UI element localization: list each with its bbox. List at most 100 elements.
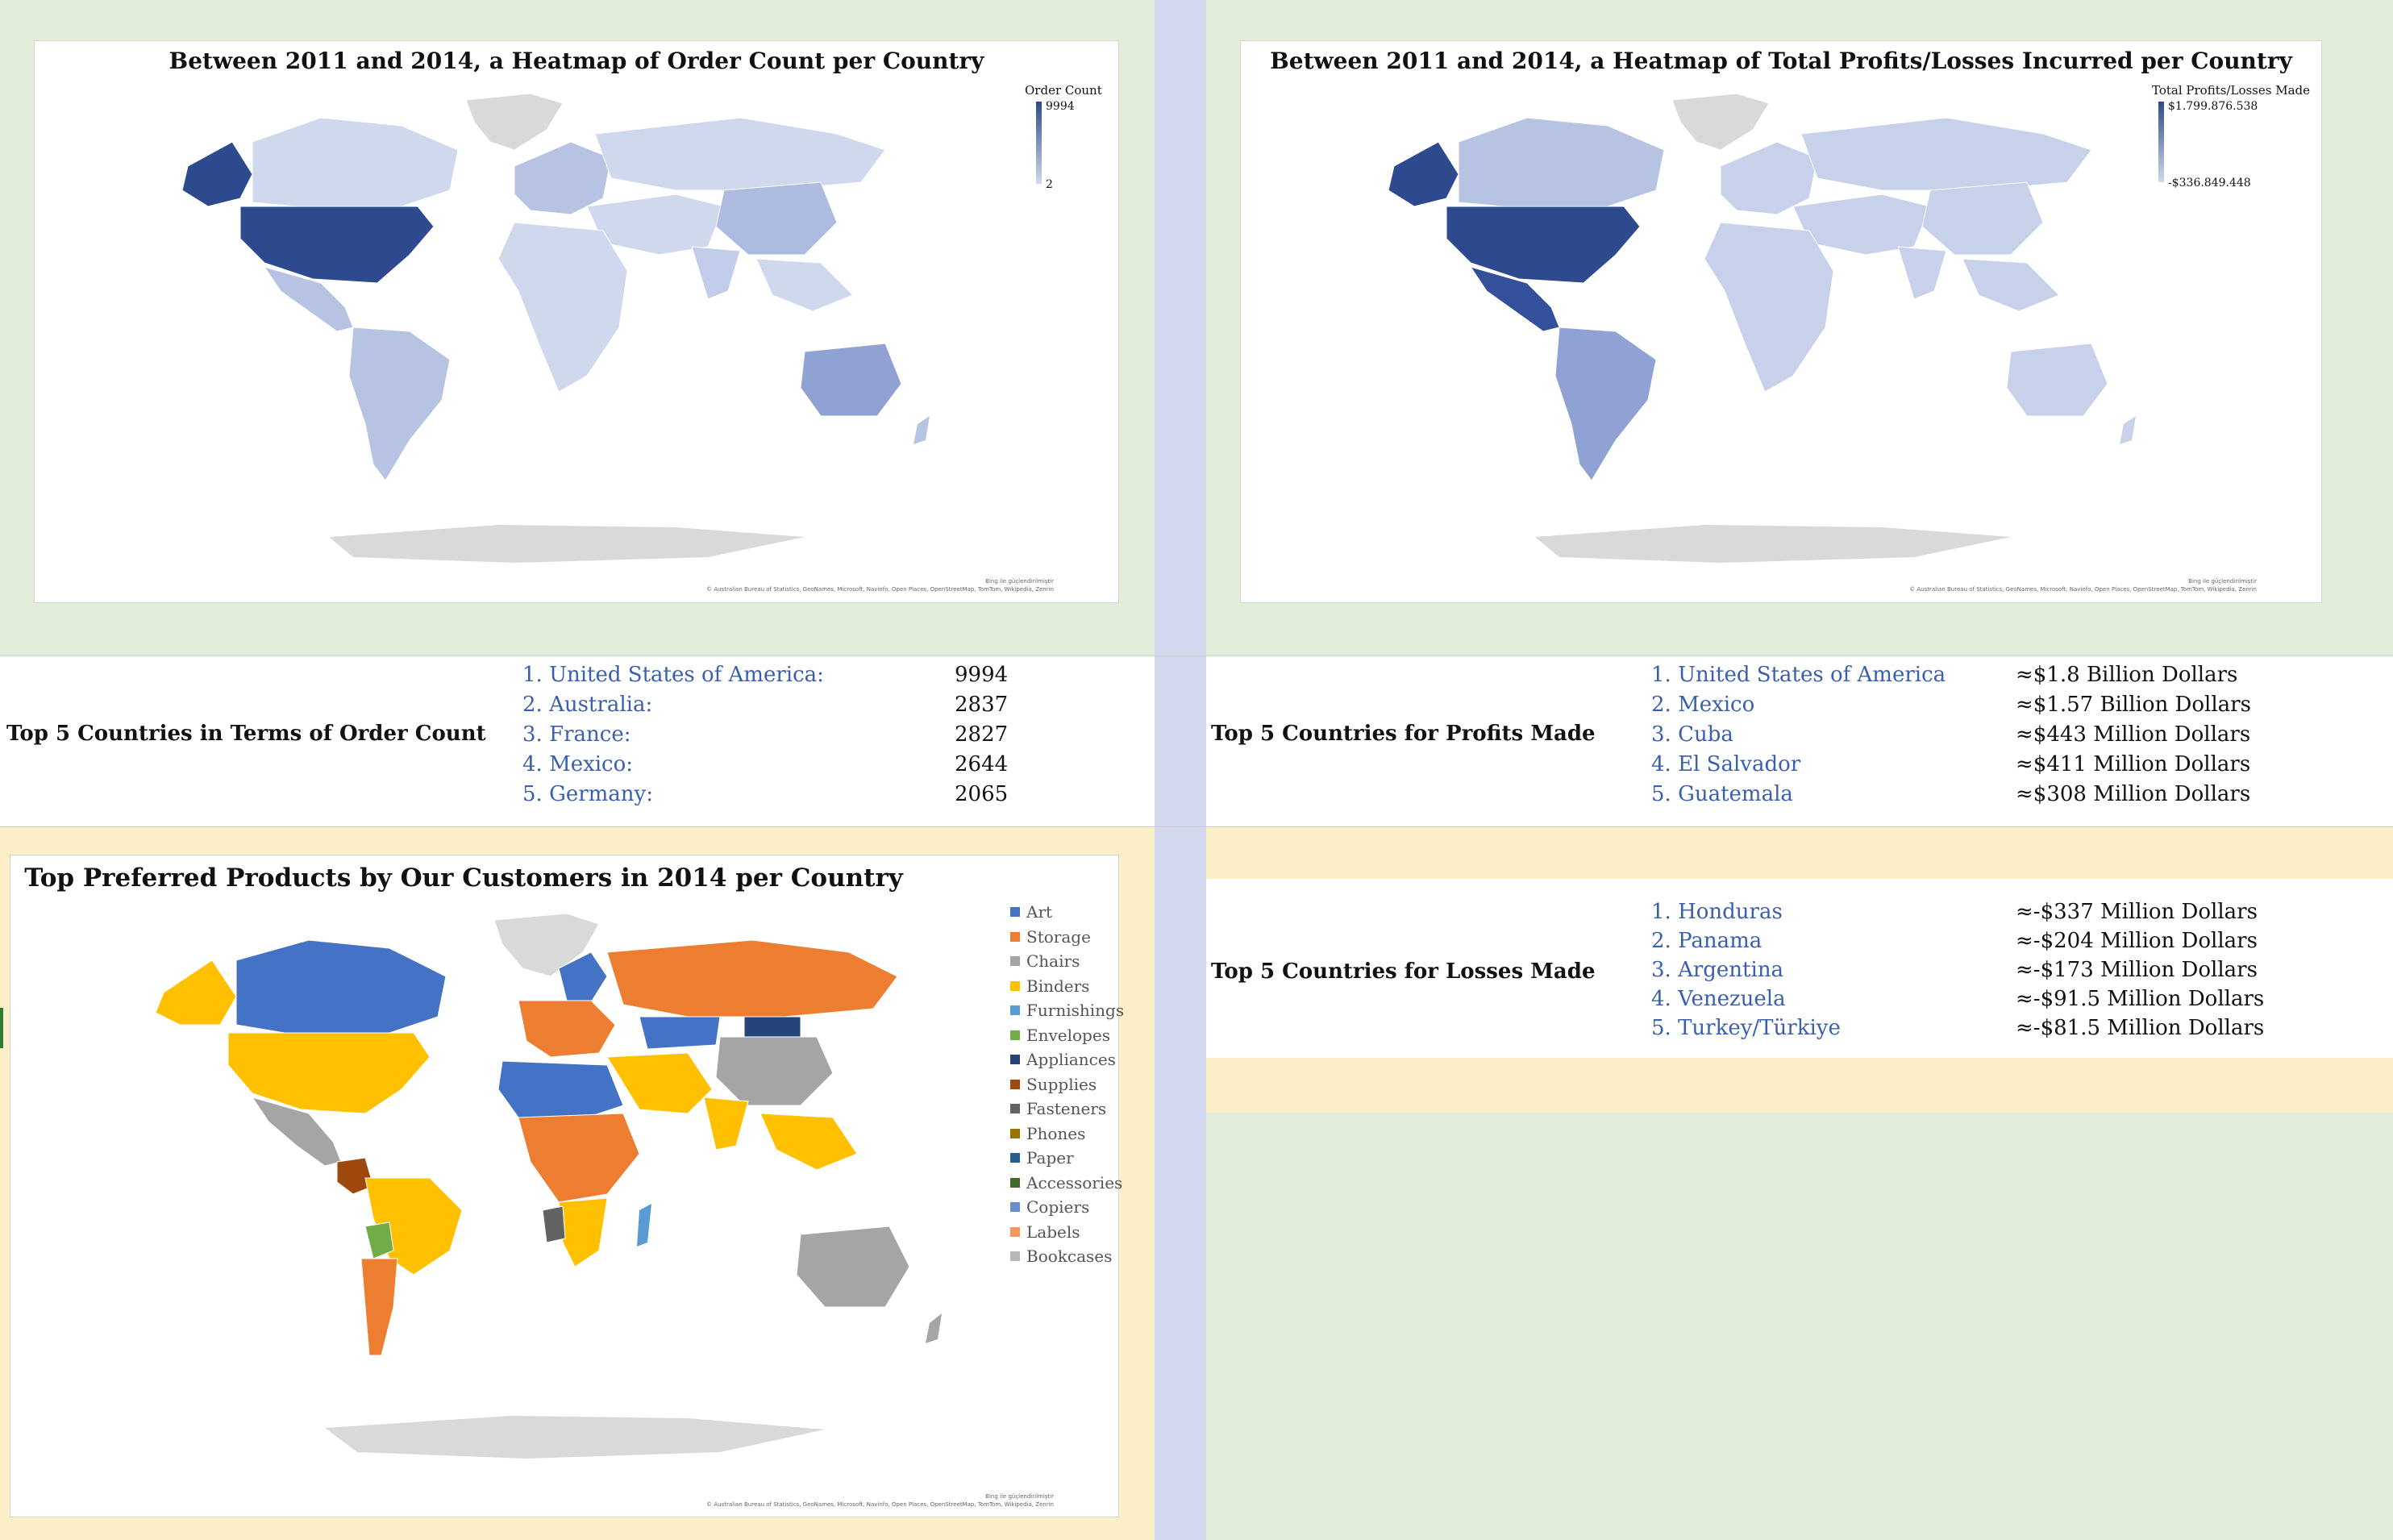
rank-value: ≈$1.8 Billion Dollars [2016, 663, 2238, 687]
map-region-russia [594, 117, 886, 191]
bg-bottom-right [1206, 1113, 2393, 1540]
world-map [155, 913, 942, 1459]
map-region-africa [1704, 222, 1834, 393]
rank-value: ≈$443 Million Dollars [2016, 722, 2251, 747]
rank-country: 1. United States of America: [522, 663, 824, 687]
rank-value: 2065 [955, 782, 1009, 806]
rank-value: ≈$308 Million Dollars [2016, 782, 2251, 806]
legend-item: Fasteners [1010, 1099, 1106, 1118]
map-region-bolivia [364, 1222, 394, 1259]
attribution-line: © Australian Bureau of Statistics, GeoNa… [706, 586, 1054, 593]
legend-swatch [1010, 1226, 1020, 1237]
map-region-se-asia [1962, 258, 2060, 312]
preferred-products-map-chart[interactable]: Top Preferred Products by Our Customers … [10, 855, 1124, 1517]
legend-swatch [1010, 1128, 1020, 1138]
map-region-south-america [348, 327, 451, 481]
yellow-band-1 [1206, 826, 2393, 879]
scale-title: Order Count [1025, 83, 1102, 98]
legend-item: Phones [1010, 1124, 1085, 1143]
chart-title: Between 2011 and 2014, a Heatmap of Orde… [169, 48, 984, 74]
map-region-central-africa [518, 1113, 640, 1203]
rank-value: ≈$1.57 Billion Dollars [2016, 693, 2251, 717]
map-region-greenland [1671, 93, 1770, 151]
top-orders-label: Top 5 Countries in Terms of Order Count [6, 722, 486, 746]
map-region-mongolia [743, 1016, 801, 1038]
map-attribution: Bing ile güçlendirilmiştir © Australian … [1692, 577, 2257, 593]
map-region-greenland [465, 93, 564, 151]
rank-value: 2837 [955, 693, 1009, 717]
losses-table-band [1206, 879, 2393, 1058]
scale-bar [2158, 102, 2164, 182]
world-map [1388, 93, 2136, 563]
map-region-north-africa [497, 1060, 624, 1122]
legend-item: Chairs [1010, 951, 1080, 971]
rank-country: 2. Panama [1651, 929, 1762, 953]
map-region-usa [239, 206, 435, 284]
rank-country: 4. Mexico: [522, 752, 634, 776]
legend-swatch [1010, 1202, 1020, 1212]
legend-swatch [1010, 1030, 1020, 1040]
attribution-line: Bing ile güçlendirilmiştir [985, 1493, 1054, 1500]
map-region-alaska [181, 141, 253, 207]
map-region-mexico [1469, 266, 1560, 332]
scale-title: Total Profits/Losses Made [2152, 83, 2310, 98]
map-region-europe [514, 141, 612, 215]
profits-heatmap-chart[interactable]: Between 2011 and 2014, a Heatmap of Tota… [1240, 40, 2322, 603]
legend-label: Supplies [1026, 1074, 1097, 1094]
legend-swatch [1010, 907, 1020, 917]
map-region-russia [1800, 117, 2092, 191]
order-count-heatmap-chart[interactable]: Between 2011 and 2014, a Heatmap of Orde… [34, 40, 1119, 603]
legend-label: Phones [1026, 1123, 1086, 1143]
top-profits-label: Top 5 Countries for Profits Made [1211, 722, 1596, 746]
map-region-india [691, 246, 741, 300]
map-region-usa [227, 1032, 431, 1114]
map-region-se-asia [760, 1113, 858, 1171]
legend-item: Envelopes [1010, 1026, 1110, 1045]
legend-swatch [1010, 1177, 1020, 1188]
legend-label: Storage [1026, 926, 1091, 947]
rank-country: 1. United States of America [1651, 663, 1946, 687]
legend-item: Furnishings [1010, 1001, 1124, 1020]
legend-label: Furnishings [1026, 1001, 1125, 1020]
scale-bar [1036, 102, 1042, 184]
rank-country: 2. Mexico [1651, 693, 1755, 717]
map-region-south-america [1554, 327, 1657, 481]
rank-value: 9994 [955, 663, 1009, 687]
rank-country: 1. Honduras [1651, 900, 1783, 924]
map-region-argentina [360, 1258, 398, 1356]
map-region-kazakhstan [639, 1016, 721, 1050]
map-region-antarctica [1535, 525, 2011, 563]
legend-swatch [1010, 1005, 1020, 1015]
legend-label: Accessories [1026, 1172, 1123, 1192]
cell-marker [0, 1008, 3, 1048]
map-region-colombia [336, 1157, 374, 1195]
rank-value: ≈-$337 Million Dollars [2016, 900, 2258, 924]
bg-column-divider [1155, 0, 1206, 1540]
legend-label: Binders [1026, 976, 1090, 996]
map-attribution: Bing ile güçlendirilmiştir © Australian … [489, 577, 1054, 593]
map-attribution: Bing ile güçlendirilmiştir © Australian … [489, 1492, 1054, 1509]
map-region-mexico [263, 266, 354, 332]
rank-country: 4. Venezuela [1651, 987, 1786, 1011]
legend-label: Paper [1026, 1148, 1074, 1167]
map-region-middle-east [606, 1052, 713, 1114]
rank-value: ≈-$204 Million Dollars [2016, 929, 2258, 953]
map-region-canada [1458, 117, 1665, 207]
map-region-madagascar [637, 1204, 651, 1247]
attribution-line: © Australian Bureau of Statistics, GeoNa… [706, 1501, 1054, 1508]
map-region-new-zealand [2120, 416, 2136, 444]
rank-value: ≈-$173 Million Dollars [2016, 958, 2258, 982]
legend-label: Copiers [1026, 1197, 1090, 1217]
legend-item: Accessories [1010, 1173, 1122, 1192]
orders-table-band [0, 656, 1155, 826]
rank-value: 2644 [955, 752, 1009, 776]
map-region-australia [2006, 343, 2108, 417]
map-region-russia [606, 939, 898, 1018]
legend-item: Storage [1010, 927, 1091, 947]
attribution-line: Bing ile güçlendirilmiştir [2188, 578, 2257, 585]
rank-country: 3. Cuba [1651, 722, 1733, 747]
legend-item: Copiers [1010, 1197, 1089, 1217]
scale-min: -$336.849.448 [2168, 177, 2251, 189]
rank-country: 5. Turkey/Türkiye [1651, 1016, 1841, 1040]
map-region-africa [497, 222, 628, 393]
